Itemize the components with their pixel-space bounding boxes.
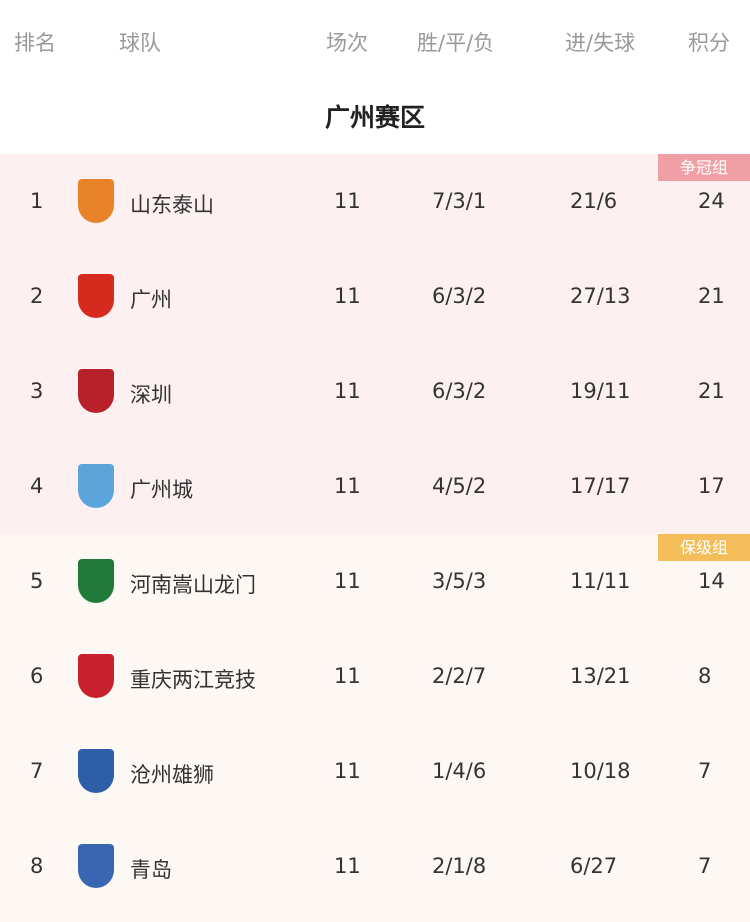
team-name: 青岛 bbox=[130, 858, 172, 882]
table-row[interactable]: 8 青岛 11 2/1/8 6/27 7 bbox=[0, 819, 750, 914]
team-name: 深圳 bbox=[130, 383, 172, 407]
played: 11 bbox=[334, 474, 361, 498]
wdl: 2/2/7 bbox=[432, 664, 487, 688]
header-wdl: 胜/平/负 bbox=[417, 31, 495, 55]
rank: 5 bbox=[30, 569, 44, 593]
header-played: 场次 bbox=[326, 31, 368, 55]
wdl: 6/3/2 bbox=[432, 284, 487, 308]
team-name: 广州城 bbox=[130, 478, 193, 502]
table-row[interactable]: 5 河南嵩山龙门 11 3/5/3 11/11 14 bbox=[0, 534, 750, 629]
table-row[interactable]: 3 深圳 11 6/3/2 19/11 21 bbox=[0, 344, 750, 439]
header-goals: 进/失球 bbox=[565, 31, 636, 55]
team-name: 广州 bbox=[130, 288, 172, 312]
wdl: 2/1/8 bbox=[432, 854, 487, 878]
points: 7 bbox=[698, 854, 712, 878]
table-row[interactable]: 1 山东泰山 11 7/3/1 21/6 24 bbox=[0, 154, 750, 249]
points: 21 bbox=[698, 284, 725, 308]
played: 11 bbox=[334, 664, 361, 688]
page-title: 广州赛区 bbox=[324, 103, 425, 132]
wdl: 7/3/1 bbox=[432, 189, 487, 213]
played: 11 bbox=[334, 569, 361, 593]
played: 11 bbox=[334, 379, 361, 403]
team-logo-icon bbox=[78, 369, 114, 413]
header-rank: 排名 bbox=[14, 31, 56, 55]
team-logo-icon bbox=[78, 274, 114, 318]
championship-group: 争冠组 bbox=[0, 154, 750, 534]
team-logo-icon bbox=[78, 844, 114, 888]
table-row[interactable]: 2 广州 11 6/3/2 27/13 21 bbox=[0, 249, 750, 344]
rank: 6 bbox=[30, 664, 44, 688]
goals: 6/27 bbox=[570, 854, 618, 878]
team-name: 重庆两江竞技 bbox=[130, 668, 256, 692]
wdl: 4/5/2 bbox=[432, 474, 487, 498]
wdl: 3/5/3 bbox=[432, 569, 487, 593]
rank: 7 bbox=[30, 759, 44, 783]
points: 8 bbox=[698, 664, 712, 688]
table-header: 排名 球队 场次 胜/平/负 进/失球 积分 bbox=[0, 0, 750, 80]
played: 11 bbox=[334, 189, 361, 213]
team-logo-icon bbox=[78, 654, 114, 698]
goals: 17/17 bbox=[570, 474, 631, 498]
relegation-group: 保级组 bbox=[0, 534, 750, 922]
wdl: 6/3/2 bbox=[432, 379, 487, 403]
team-logo-icon bbox=[78, 464, 114, 508]
table-row[interactable]: 7 沧州雄狮 11 1/4/6 10/18 7 bbox=[0, 724, 750, 819]
header-points: 积分 bbox=[688, 31, 730, 55]
championship-badge: 争冠组 bbox=[658, 154, 750, 181]
rank: 8 bbox=[30, 854, 44, 878]
wdl: 1/4/6 bbox=[432, 759, 487, 783]
goals: 11/11 bbox=[570, 569, 631, 593]
played: 11 bbox=[334, 759, 361, 783]
team-logo-icon bbox=[78, 749, 114, 793]
goals: 13/21 bbox=[570, 664, 631, 688]
table-row[interactable]: 6 重庆两江竞技 11 2/2/7 13/21 8 bbox=[0, 629, 750, 724]
goals: 19/11 bbox=[570, 379, 631, 403]
points: 24 bbox=[698, 189, 725, 213]
points: 7 bbox=[698, 759, 712, 783]
points: 14 bbox=[698, 569, 725, 593]
points: 21 bbox=[698, 379, 725, 403]
points: 17 bbox=[698, 474, 725, 498]
rank: 4 bbox=[30, 474, 44, 498]
team-name: 河南嵩山龙门 bbox=[130, 573, 256, 597]
rank: 1 bbox=[30, 189, 44, 213]
goals: 10/18 bbox=[570, 759, 631, 783]
team-logo-icon bbox=[78, 179, 114, 223]
rank: 2 bbox=[30, 284, 44, 308]
played: 11 bbox=[334, 284, 361, 308]
header-team: 球队 bbox=[119, 31, 161, 55]
team-name: 山东泰山 bbox=[130, 193, 214, 217]
team-name: 沧州雄狮 bbox=[130, 763, 214, 787]
team-logo-icon bbox=[78, 559, 114, 603]
goals: 21/6 bbox=[570, 189, 618, 213]
played: 11 bbox=[334, 854, 361, 878]
relegation-badge: 保级组 bbox=[658, 534, 750, 561]
rank: 3 bbox=[30, 379, 44, 403]
table-row[interactable]: 4 广州城 11 4/5/2 17/17 17 bbox=[0, 439, 750, 534]
goals: 27/13 bbox=[570, 284, 631, 308]
